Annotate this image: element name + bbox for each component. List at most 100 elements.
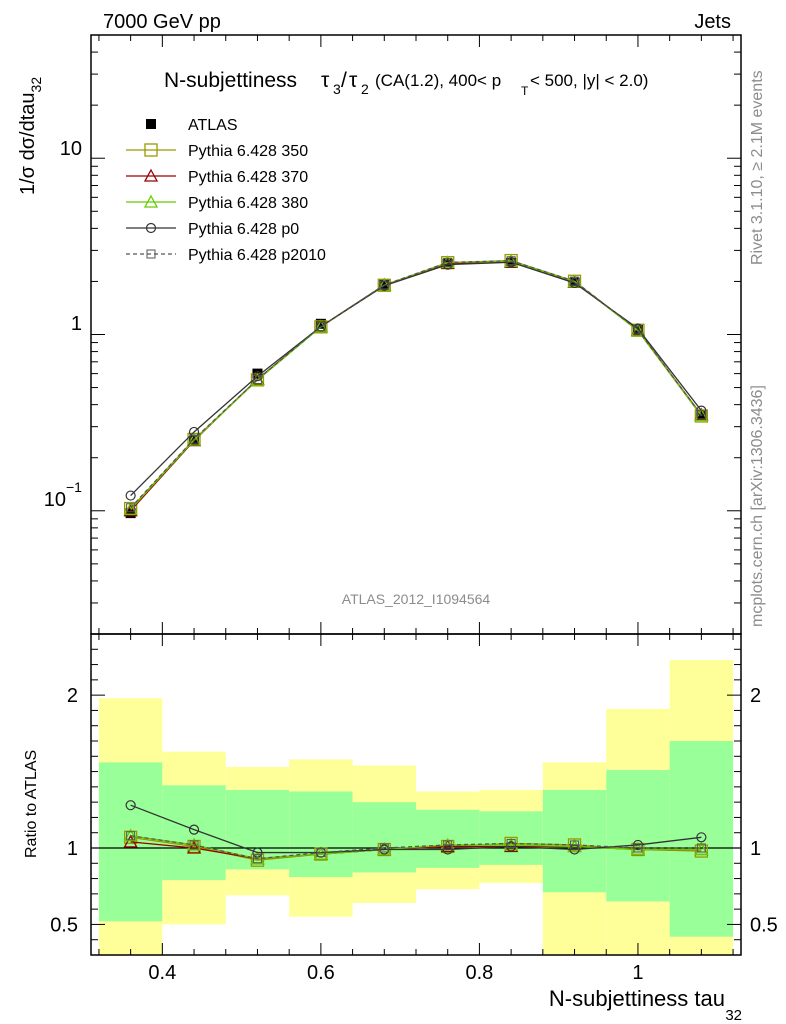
legend-label-pythia-6-428-370: Pythia 6.428 370	[188, 169, 308, 186]
data-point-pythia-6-428-370-0	[123, 503, 138, 517]
ratio-line-pythia-6-428-p2010	[130, 835, 702, 860]
data-point-pythia-6-428-p2010-5	[443, 257, 453, 267]
data-point-pythia-6-428-380-7	[567, 274, 582, 288]
data-point-pythia-6-428-p2010-0	[126, 503, 136, 513]
series-pythia-6-428-p2010	[126, 256, 706, 513]
legend-label-atlas: ATLAS	[188, 117, 238, 134]
title-cuts-sub: T	[521, 84, 529, 98]
ratio-line-pythia-6-428-p0	[130, 804, 702, 854]
ratio-point-pythia-6-428-p2010-0	[126, 831, 136, 841]
ratio-xlabel: N-subjettiness tau	[549, 986, 725, 1011]
ratio-ytick-label-right: 0.5	[750, 914, 778, 936]
data-point-pythia-6-428-380-3	[313, 319, 328, 333]
series-pythia-6-428-370	[123, 254, 709, 517]
legend-marker-pythia-6-428-p0	[145, 222, 157, 234]
series-pythia-6-428-380	[123, 253, 709, 515]
title-slash: /	[341, 69, 347, 92]
ratio-point-pythia-6-428-350-9	[694, 844, 709, 858]
main-ytick-label-10: 10	[60, 138, 82, 160]
ratio-point-pythia-6-428-p0-5	[442, 844, 453, 855]
ratio-point-pythia-6-428-p2010-4	[379, 843, 389, 853]
ratio-xtick-label: 0.8	[466, 962, 494, 984]
series-pythia-6-428-p0	[125, 257, 707, 501]
uncertainty-band-inner	[606, 770, 670, 902]
ratio-point-pythia-6-428-380-0	[123, 828, 138, 842]
main-ytick-label-0-1: 10	[44, 489, 66, 511]
title-cuts-right: < 500, |y| < 2.0)	[530, 71, 648, 90]
analysis-watermark: ATLAS_2012_I1094564	[342, 591, 491, 607]
ratio-point-pythia-6-428-380-1	[186, 837, 202, 851]
legend-label-pythia-6-428-350: Pythia 6.428 350	[188, 143, 308, 160]
ratio-point-pythia-6-428-p0-2	[252, 847, 263, 858]
ratio-point-pythia-6-428-p2010-7	[570, 840, 580, 850]
data-point-pythia-6-428-p2010-4	[379, 280, 389, 290]
data-point-pythia-6-428-p2010-3	[316, 322, 326, 332]
data-point-atlas-3	[315, 318, 326, 329]
ratio-plot: 0.5 0.5 1 1 2 2 0.4 0.6 0.8 1	[50, 633, 778, 984]
ratio-point-pythia-6-428-p0-1	[188, 824, 200, 835]
rivet-label: Rivet 3.1.10, ≥ 2.1M events	[749, 70, 766, 265]
uncertainty-band-inner	[352, 802, 416, 873]
title-tau-a: τ	[321, 69, 330, 92]
main-ylabel-sub: 32	[28, 77, 44, 93]
legend-marker-pythia-6-428-380	[143, 194, 159, 208]
main-ytick-label-exponent: −1	[66, 479, 82, 495]
ratio-point-pythia-6-428-p2010-2	[252, 854, 262, 864]
plot-title: N-subjettiness τ 3 / τ 2 (CA(1.2), 400< …	[164, 69, 648, 98]
series-line-pythia-6-428-370	[130, 261, 702, 512]
ratio-xlabel-text: N-subjettiness tau	[549, 986, 725, 1011]
ratio-point-pythia-6-428-p2010-1	[189, 840, 199, 850]
legend: ATLAS Pythia 6.428 350 Pythia 6.428 370 Pyt…	[126, 117, 326, 264]
data-point-pythia-6-428-p2010-1	[189, 434, 199, 444]
ratio-point-pythia-6-428-380-3	[313, 846, 328, 860]
data-point-pythia-6-428-380-0	[123, 501, 138, 515]
ratio-ytick-label-left: 0.5	[50, 914, 78, 936]
legend-label-pythia-6-428-380: Pythia 6.428 380	[188, 195, 308, 212]
series-line-pythia-6-428-p2010	[130, 260, 702, 509]
legend-marker-pythia-6-428-370	[143, 168, 159, 182]
ratio-point-pythia-6-428-p2010-9	[696, 843, 706, 853]
ratio-point-pythia-6-428-380-2	[250, 851, 265, 865]
series-pythia-6-428-350	[123, 253, 709, 516]
main-ylabel: 1/σ dσ/dtau32	[17, 77, 44, 195]
series-line-pythia-6-428-p0	[130, 261, 702, 497]
main-ylabel-text: 1/σ dσ/dtau	[17, 92, 39, 195]
uncertainty-band-inner	[162, 785, 226, 881]
data-point-pythia-6-428-p2010-9	[696, 410, 706, 420]
ratio-point-pythia-6-428-p2010-8	[633, 843, 643, 853]
ratio-point-pythia-6-428-380-9	[694, 842, 709, 856]
legend-marker-atlas	[146, 119, 156, 129]
ratio-line-pythia-6-428-380	[130, 835, 702, 860]
title-sub-a: 3	[333, 81, 341, 97]
ratio-ytick-label-right: 2	[750, 685, 761, 707]
ratio-point-pythia-6-428-p0-9	[696, 832, 707, 843]
ratio-point-pythia-6-428-p2010-6	[506, 838, 516, 848]
main-plot	[90, 34, 742, 635]
main-ytick-labels: 10 1 10 −1	[44, 138, 82, 511]
ratio-xtick-label: 1	[632, 962, 643, 984]
ratio-ylabel: Ratio to ATLAS	[23, 750, 40, 858]
data-point-pythia-6-428-p2010-2	[252, 374, 262, 384]
ratio-xtick-label: 0.6	[307, 962, 335, 984]
ratio-point-pythia-6-428-p0-0	[125, 800, 136, 811]
ratio-series-pythia-6-428-p2010	[126, 831, 706, 864]
title-tau-b: τ	[349, 69, 358, 92]
ratio-point-pythia-6-428-370-1	[186, 840, 202, 854]
ratio-point-pythia-6-428-380-6	[504, 837, 519, 851]
ratio-ytick-label-left: 1	[67, 838, 78, 860]
series-line-pythia-6-428-350	[130, 259, 702, 509]
ratio-ytick-label-right: 1	[750, 838, 761, 860]
ratio-point-pythia-6-428-p0-7	[569, 844, 580, 855]
title-main: N-subjettiness	[164, 69, 297, 92]
uncertainty-band-inner	[289, 791, 353, 878]
header-left: 7000 GeV pp	[103, 11, 221, 33]
title-sub-b: 2	[361, 81, 369, 97]
main-ytick-label-1: 1	[71, 313, 82, 335]
data-point-pythia-6-428-380-8	[630, 323, 646, 337]
uncertainty-band-inner	[669, 741, 734, 937]
mcplots-label: mcplots.cern.ch [arXiv:1306.3436]	[749, 385, 766, 627]
legend-marker-pythia-6-428-350	[144, 143, 158, 157]
data-point-pythia-6-428-p0-1	[188, 426, 200, 438]
ratio-point-pythia-6-428-p2010-5	[443, 840, 453, 850]
